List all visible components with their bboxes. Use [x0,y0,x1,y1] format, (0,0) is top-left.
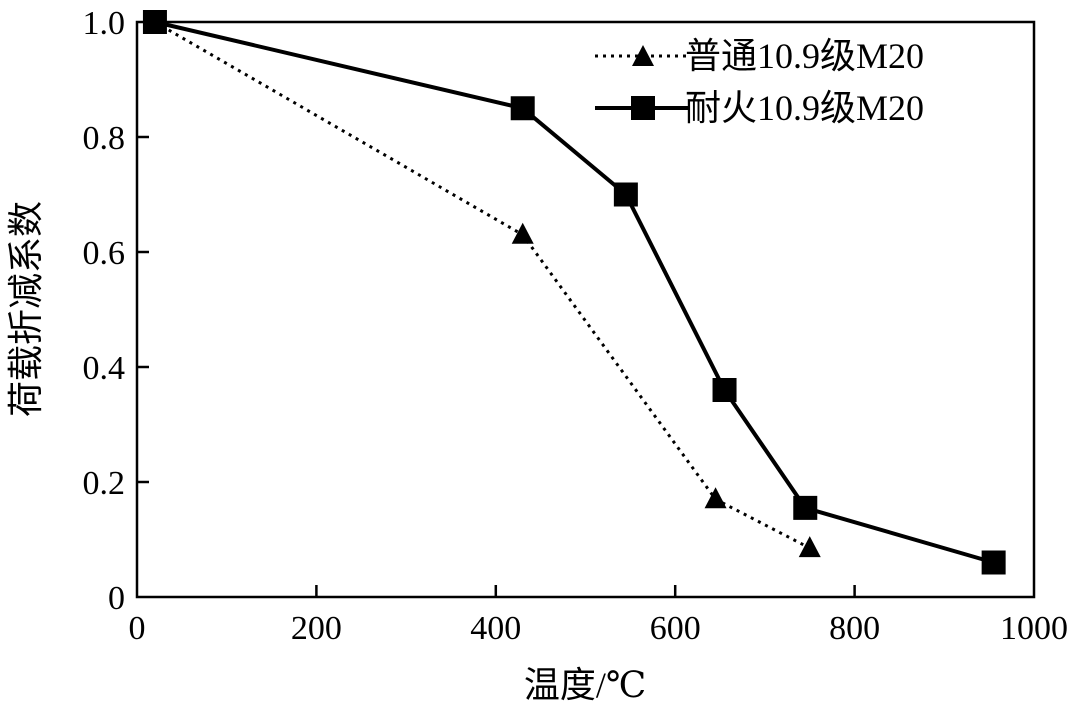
legend: 普通10.9级M20 耐火10.9级M20 [595,36,924,128]
data-point-square [142,10,167,34]
plot-area: 0 200 400 600 800 1000 0 0.2 0.4 0.6 0.8 1.0 [83,5,1069,647]
x-tick-label: 1000 [1000,610,1068,647]
y-ticks: 0 0.2 0.4 0.6 0.8 1.0 [83,5,149,617]
x-axis-label: 温度/℃ [524,665,646,705]
legend-label-2: 耐火10.9级M20 [685,88,924,128]
y-tick-label: 0.4 [83,350,126,387]
y-tick-label: 0.2 [83,465,126,502]
x-tick-label: 800 [829,610,880,647]
data-point-square [712,378,737,402]
legend-label-1: 普通10.9级M20 [685,36,924,76]
x-tick-label: 200 [291,610,342,647]
legend-square-marker [631,96,655,120]
data-point-square [510,96,535,121]
data-point-triangle [798,536,821,558]
data-point-square [613,182,638,207]
y-tick-label: 0.8 [83,120,126,157]
y-tick-label: 0 [108,580,125,617]
legend-item-1: 普通10.9级M20 [595,36,924,76]
legend-item-2: 耐火10.9级M20 [595,88,924,128]
x-tick-label: 400 [470,610,521,647]
y-axis-label: 荷载折减系数 [6,201,46,417]
legend-triangle-marker [632,45,654,66]
plot-frame [135,20,1036,599]
data-point-square [981,550,1006,575]
data-point-square [793,495,818,520]
x-tick-label: 600 [650,610,701,647]
data-point-triangle [704,487,727,509]
data-point-triangle [511,222,534,244]
y-tick-label: 0.6 [83,235,126,272]
x-tick-label: 0 [129,610,146,647]
series-layer [142,10,1006,575]
series-line-2 [154,20,995,565]
x-ticks: 0 200 400 600 800 1000 [129,585,1068,647]
y-tick-label: 1.0 [83,5,126,42]
